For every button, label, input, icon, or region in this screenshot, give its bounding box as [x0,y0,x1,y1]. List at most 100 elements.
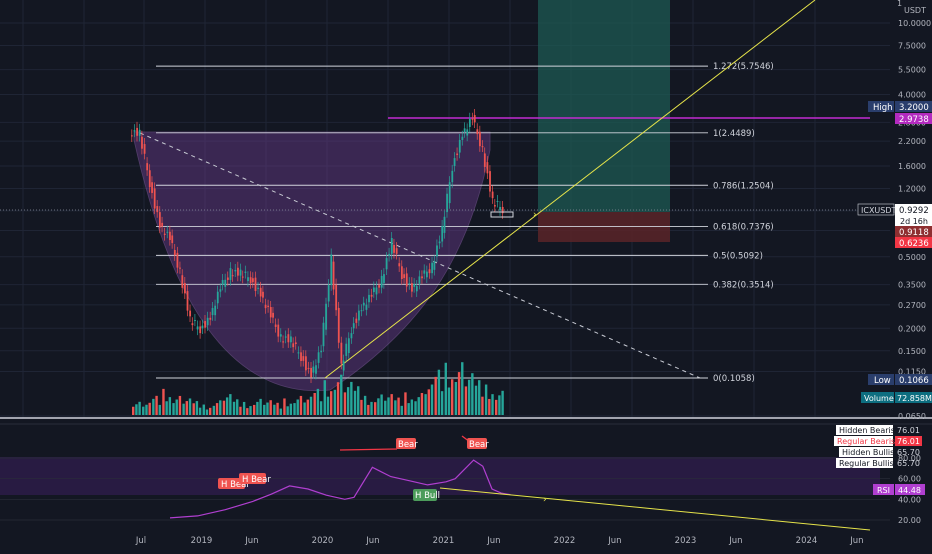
candle-body [284,336,287,338]
candle-body [479,131,481,147]
volume-tag[interactable]: Volume 72.858M [861,392,932,403]
volume-bar [299,395,303,415]
svg-text:2d 16h: 2d 16h [900,217,928,226]
rsi-tick-label: 60.00 [898,475,921,484]
candle-body [163,233,166,235]
currency-label: USDT [904,6,926,15]
price-tick-label: 0.1150 [898,367,926,376]
volume-bar [329,391,333,415]
candle-body [231,275,234,277]
target-tag[interactable]: 0.9118 [895,226,932,238]
long-target-zone[interactable] [538,0,670,212]
candle-body [138,129,141,136]
volume-bar [417,397,420,415]
volume-bar [340,374,343,415]
candle-body [237,267,239,276]
svg-text:0.6236: 0.6236 [899,239,929,249]
rsi-tick-label: 40.00 [898,495,921,504]
volume-bar [192,403,195,415]
legend-regular-bullish-value: 65.70 [897,459,920,468]
volume-bar [242,401,246,415]
handle-box[interactable] [490,211,514,218]
volume-bar [380,394,383,415]
candle-body [169,231,171,241]
high-tag[interactable]: High 3.2000 [868,101,932,113]
time-tick-label: Jun [849,536,863,546]
candle-body [300,352,302,361]
candle-body [325,303,327,330]
volume-bar [132,406,135,415]
low-tag[interactable]: Low 0.1066 [868,374,932,386]
long-stop-zone[interactable] [538,212,670,242]
fib-levels[interactable]: 1.272(5.7546) 1(2.4489) 0.786(1.2504) 0.618… [156,62,774,384]
uptrend-line[interactable] [324,0,816,379]
rsi-signal-bear-1[interactable]: Bear [396,438,418,450]
candle-body [486,162,489,174]
volume-bar [387,397,390,415]
candle-body [451,170,454,183]
candle-body [395,248,398,254]
candle-body [249,277,252,284]
volume-bar [175,399,178,415]
volume-bar [444,362,447,415]
stop-tag[interactable]: 0.6236 [895,237,932,249]
rsi-signal-label: H Bear [221,480,250,490]
rsi-trend-arrow: › [543,495,547,505]
rsi-signal-h-bear-1[interactable]: H Bear [218,478,250,490]
divergence-line-bear-1 [339,448,398,451]
candle-body [428,269,431,274]
candle-body [335,284,338,311]
volume-bar [454,382,458,415]
candle-body [156,206,159,213]
time-axis[interactable]: Jul 2019 Jun 2020 Jun 2021 Jun 2022 Jun 2023 Jun 20… [135,536,864,546]
candle-body [362,302,365,306]
rsi-line[interactable] [169,459,511,519]
rsi-signal-bear-2[interactable]: Bear [467,438,489,450]
price-tick-label: 0.3500 [898,281,926,290]
cup-pattern-shape[interactable] [133,131,491,392]
volume-bar [313,393,316,415]
candle-body [277,324,280,337]
time-tick-label: 2019 [191,536,213,546]
svg-text:2.9738: 2.9738 [899,115,929,125]
rsi-signal-h-bear-2[interactable]: H Bear [239,473,271,485]
rsi-signal-label: Bear [398,440,418,450]
volume-bar [279,408,282,415]
volume-bar [142,406,145,415]
svg-text:0.9292: 0.9292 [899,206,929,216]
legend-hidden-bullish-value: 65.70 [897,448,920,457]
candle-body [327,285,330,302]
level-top-tag[interactable]: 2.9738 [895,113,932,125]
downtrend-line[interactable] [139,132,701,379]
volume-bar [229,394,232,415]
candle-body [358,310,360,321]
rsi-signal-h-bull[interactable]: H Bull [413,489,440,501]
rsi-value-tag[interactable]: RSI 44.48 [873,484,925,495]
candle-body [194,320,196,322]
candle-body [305,356,307,371]
candle-body [199,326,202,334]
volume-bar [263,404,266,415]
volume-bar [353,390,357,415]
candle-body [426,271,428,278]
volume-bar [367,404,370,415]
candle-body [337,307,340,343]
candle-body [370,294,373,297]
candle-body [241,276,244,278]
svg-text:72.858M: 72.858M [897,394,932,403]
candle-body [143,144,146,154]
last-price-tag[interactable]: ICXUSDT 0.9292 2d 16h [857,203,932,227]
candle-body [209,317,212,320]
volume-bar [145,404,148,415]
candle-body [317,352,320,363]
candle-body [443,216,446,233]
candle-body [224,279,227,287]
volume-bar [481,396,484,415]
fib-label: 0.618(0.7376) [713,222,774,232]
candle-body [345,343,348,356]
legend-regular-bearish-label: Regular Bearish [837,437,900,446]
rsi-axis[interactable]: 80.00 60.00 40.00 20.00 [898,454,921,525]
volume-bar [501,390,504,415]
